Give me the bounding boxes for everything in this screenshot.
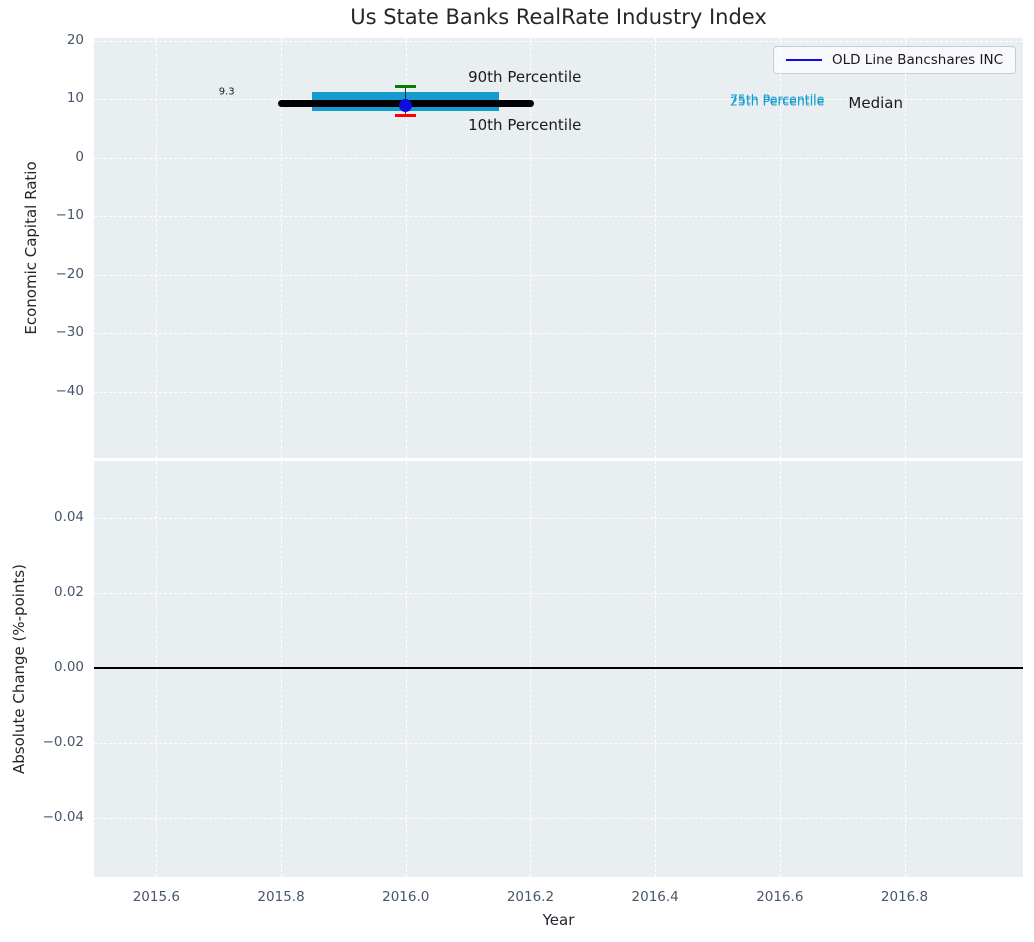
top-y-axis-label: Economic Capital Ratio	[22, 161, 40, 335]
y-tick-label: −0.02	[42, 733, 84, 750]
y-gridline	[94, 99, 1023, 101]
annotation-median: Median	[848, 93, 903, 112]
x-gridline	[779, 38, 781, 458]
x-tick-label: 2015.8	[257, 889, 305, 905]
x-tick-label: 2016.8	[880, 889, 929, 905]
x-gridline	[655, 38, 657, 458]
chart-title: Us State Banks RealRate Industry Index	[350, 5, 767, 29]
x-tick-label: 2016.4	[631, 889, 679, 905]
x-gridline	[156, 38, 158, 458]
y-tick-label: 0.04	[53, 508, 84, 525]
y-tick-label: −40	[55, 382, 85, 399]
x-gridline	[405, 461, 407, 877]
x-gridline	[655, 461, 657, 877]
y-gridline	[94, 333, 1023, 335]
x-tick-label: 2016.2	[506, 889, 555, 905]
x-tick-label: 2016.6	[756, 889, 804, 905]
annotation-10th-percentile: 10th Percentile	[468, 115, 582, 134]
y-tick-label: −10	[55, 207, 85, 224]
y-gridline	[94, 592, 1023, 594]
annotation-25th-percentile: 25th Percentile	[729, 93, 825, 109]
y-tick-label: 0.00	[53, 658, 84, 675]
annotation-90th-percentile: 90th Percentile	[468, 67, 582, 86]
x-tick-label: 2015.6	[132, 889, 180, 905]
x-gridline	[156, 461, 158, 877]
legend-label: OLD Line Bancshares INC	[831, 52, 1003, 68]
x-gridline	[779, 461, 781, 877]
company-dot	[399, 98, 413, 112]
x-gridline	[530, 461, 532, 877]
y-tick-label: −30	[55, 324, 85, 341]
y-gridline	[94, 517, 1023, 519]
annotation-9-3: 9.3	[218, 86, 235, 98]
y-gridline	[94, 216, 1023, 218]
x-gridline	[530, 38, 532, 458]
x-axis-label: Year	[542, 911, 575, 929]
y-gridline	[94, 817, 1023, 819]
y-tick-label: −20	[55, 265, 85, 282]
x-gridline	[405, 38, 407, 458]
bottom-axes	[94, 461, 1023, 877]
x-gridline	[904, 38, 906, 458]
x-gridline	[281, 38, 283, 458]
y-gridline	[94, 40, 1023, 42]
y-tick-label: 0.02	[53, 583, 84, 600]
x-tick-label: 2016.0	[382, 889, 430, 905]
p10-cap	[395, 114, 417, 118]
x-gridline	[904, 461, 906, 877]
p90-cap	[395, 85, 417, 89]
top-axes	[94, 38, 1023, 458]
y-gridline	[94, 742, 1023, 744]
x-gridline	[281, 461, 283, 877]
y-tick-label: −0.04	[42, 808, 84, 825]
y-gridline	[94, 391, 1023, 393]
y-gridline	[94, 274, 1023, 276]
legend: OLD Line Bancshares INC	[772, 46, 1016, 74]
annotation-75th-percentile: 75th Percentile	[729, 91, 825, 107]
zero-line	[94, 667, 1023, 669]
y-gridline	[94, 157, 1023, 159]
y-tick-label: 0	[75, 148, 84, 165]
y-tick-label: 20	[66, 31, 84, 48]
y-tick-label: 10	[66, 90, 84, 107]
legend-line-sample	[785, 59, 822, 61]
